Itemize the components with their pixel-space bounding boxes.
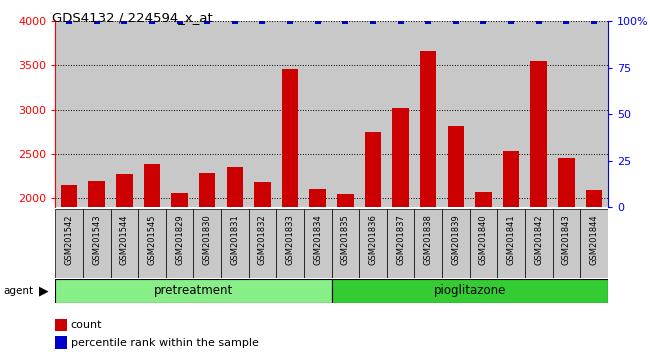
- Bar: [332, 209, 359, 278]
- Text: GSM201838: GSM201838: [424, 215, 433, 265]
- Bar: [420, 51, 437, 354]
- Text: GDS4132 / 224594_x_at: GDS4132 / 224594_x_at: [52, 11, 213, 24]
- Point: [506, 18, 516, 24]
- Bar: [586, 190, 602, 354]
- Text: GSM201837: GSM201837: [396, 215, 405, 265]
- Bar: [116, 175, 133, 354]
- Bar: [365, 132, 381, 354]
- Bar: [337, 194, 354, 354]
- Bar: [475, 192, 491, 354]
- Bar: [227, 167, 243, 354]
- Point: [368, 18, 378, 24]
- Bar: [530, 61, 547, 354]
- Text: GSM201839: GSM201839: [451, 215, 460, 265]
- Point: [285, 18, 295, 24]
- Text: GSM201829: GSM201829: [175, 215, 184, 265]
- Bar: [387, 209, 415, 278]
- Text: GSM201843: GSM201843: [562, 215, 571, 265]
- Bar: [88, 181, 105, 354]
- Bar: [248, 209, 276, 278]
- Text: GSM201841: GSM201841: [506, 215, 515, 265]
- Point: [340, 18, 350, 24]
- Text: GSM201840: GSM201840: [479, 215, 488, 265]
- Text: GSM201544: GSM201544: [120, 215, 129, 265]
- Text: GSM201831: GSM201831: [230, 215, 239, 265]
- Point: [92, 18, 102, 24]
- Bar: [281, 69, 298, 354]
- Text: GSM201842: GSM201842: [534, 215, 543, 265]
- Point: [119, 18, 129, 24]
- Bar: [172, 193, 188, 354]
- Bar: [55, 319, 67, 331]
- Bar: [199, 173, 216, 354]
- Text: GSM201834: GSM201834: [313, 215, 322, 265]
- Text: GSM201542: GSM201542: [64, 215, 73, 265]
- Text: percentile rank within the sample: percentile rank within the sample: [71, 338, 259, 348]
- Bar: [309, 189, 326, 354]
- Text: GSM201832: GSM201832: [258, 215, 267, 265]
- Bar: [55, 336, 67, 349]
- Bar: [276, 209, 304, 278]
- Point: [395, 18, 406, 24]
- Bar: [138, 209, 166, 278]
- Bar: [61, 185, 77, 354]
- Bar: [55, 279, 332, 303]
- Text: GSM201844: GSM201844: [590, 215, 599, 265]
- Point: [64, 18, 74, 24]
- Text: count: count: [71, 320, 102, 330]
- Point: [313, 18, 323, 24]
- Bar: [392, 108, 409, 354]
- Text: GSM201543: GSM201543: [92, 215, 101, 265]
- Text: GSM201545: GSM201545: [148, 215, 157, 265]
- Point: [147, 18, 157, 24]
- Bar: [552, 209, 580, 278]
- Point: [534, 18, 544, 24]
- Bar: [221, 209, 248, 278]
- Bar: [525, 209, 552, 278]
- Text: GSM201835: GSM201835: [341, 215, 350, 265]
- Point: [561, 18, 571, 24]
- Text: ▶: ▶: [39, 284, 49, 297]
- Point: [423, 18, 434, 24]
- Bar: [497, 209, 525, 278]
- Bar: [415, 209, 442, 278]
- Bar: [332, 279, 608, 303]
- Bar: [304, 209, 332, 278]
- Point: [174, 18, 185, 24]
- Point: [450, 18, 461, 24]
- Bar: [194, 209, 221, 278]
- Bar: [503, 152, 519, 354]
- Bar: [558, 158, 575, 354]
- Point: [202, 18, 213, 24]
- Bar: [580, 209, 608, 278]
- Point: [257, 18, 268, 24]
- Text: pretreatment: pretreatment: [154, 284, 233, 297]
- Bar: [111, 209, 138, 278]
- Bar: [442, 209, 469, 278]
- Bar: [469, 209, 497, 278]
- Bar: [55, 209, 83, 278]
- Bar: [359, 209, 387, 278]
- Bar: [166, 209, 194, 278]
- Text: agent: agent: [3, 286, 33, 296]
- Bar: [144, 164, 161, 354]
- Bar: [83, 209, 111, 278]
- Bar: [254, 182, 271, 354]
- Point: [589, 18, 599, 24]
- Point: [229, 18, 240, 24]
- Bar: [447, 126, 464, 354]
- Text: pioglitazone: pioglitazone: [434, 284, 506, 297]
- Point: [478, 18, 489, 24]
- Text: GSM201836: GSM201836: [369, 215, 378, 265]
- Text: GSM201833: GSM201833: [285, 215, 294, 265]
- Text: GSM201830: GSM201830: [203, 215, 212, 265]
